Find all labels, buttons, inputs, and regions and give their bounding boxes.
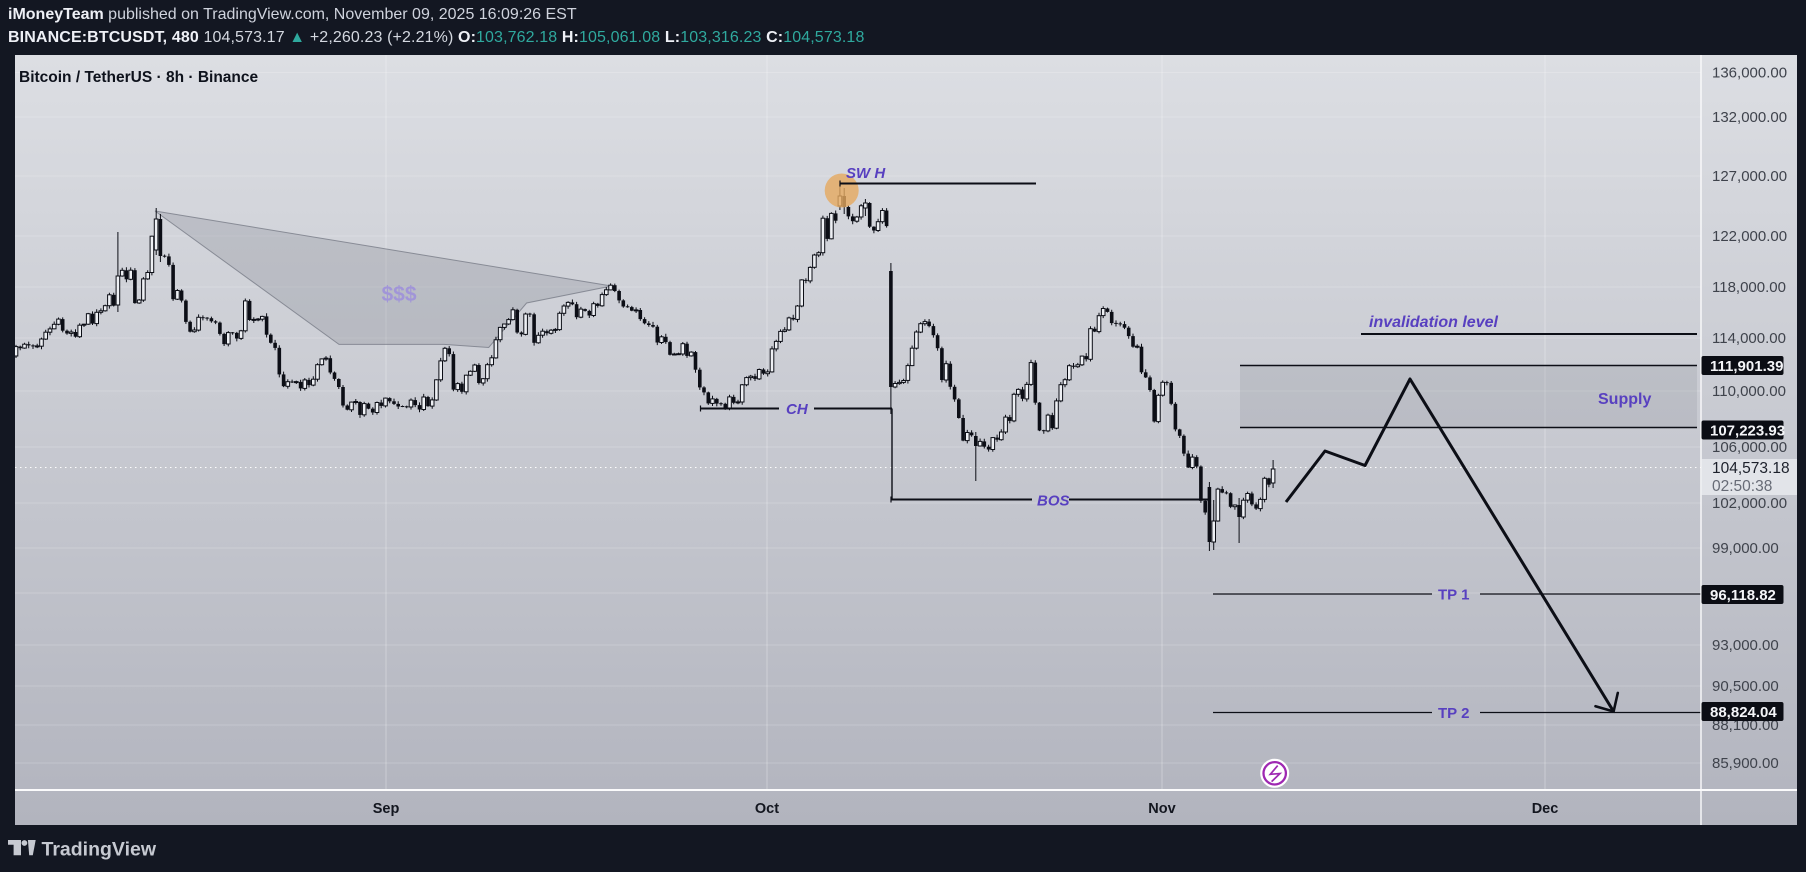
- svg-text:CH: CH: [786, 401, 809, 418]
- svg-text:106,000.00: 106,000.00: [1712, 439, 1787, 456]
- svg-text:122,000.00: 122,000.00: [1712, 228, 1787, 245]
- svg-text:TP 1: TP 1: [1438, 587, 1469, 604]
- svg-text:127,000.00: 127,000.00: [1712, 168, 1787, 185]
- svg-text:111,901.39: 111,901.39: [1710, 358, 1783, 375]
- svg-text:02:50:38: 02:50:38: [1712, 478, 1772, 495]
- svg-text:SW H: SW H: [846, 165, 886, 182]
- svg-text:114,000.00: 114,000.00: [1712, 330, 1786, 347]
- svg-text:$$$: $$$: [381, 283, 416, 306]
- svg-text:88,100.00: 88,100.00: [1712, 717, 1779, 734]
- svg-text:BOS: BOS: [1037, 493, 1070, 510]
- svg-text:Sep: Sep: [373, 801, 400, 817]
- svg-text:Nov: Nov: [1148, 801, 1175, 817]
- svg-text:93,000.00: 93,000.00: [1712, 637, 1779, 654]
- svg-text:102,000.00: 102,000.00: [1712, 495, 1787, 512]
- svg-text:invalidation level: invalidation level: [1369, 314, 1498, 331]
- svg-text:Supply: Supply: [1598, 391, 1651, 408]
- svg-text:Oct: Oct: [755, 801, 779, 817]
- svg-text:TradingView: TradingView: [42, 840, 157, 861]
- svg-text:Bitcoin / TetherUS · 8h · Bina: Bitcoin / TetherUS · 8h · Binance: [19, 69, 259, 86]
- svg-text:Dec: Dec: [1532, 801, 1559, 817]
- svg-text:132,000.00: 132,000.00: [1712, 109, 1787, 126]
- svg-text:136,000.00: 136,000.00: [1712, 65, 1787, 82]
- svg-text:90,500.00: 90,500.00: [1712, 678, 1779, 695]
- svg-text:104,573.18: 104,573.18: [1712, 460, 1790, 477]
- svg-text:85,900.00: 85,900.00: [1712, 755, 1779, 772]
- svg-text:88,824.04: 88,824.04: [1710, 704, 1777, 721]
- svg-text:TP 2: TP 2: [1438, 705, 1469, 722]
- svg-text:110,000.00: 110,000.00: [1712, 383, 1786, 400]
- svg-text:118,000.00: 118,000.00: [1712, 279, 1786, 296]
- svg-text:107,223.93: 107,223.93: [1710, 422, 1785, 439]
- svg-text:99,000.00: 99,000.00: [1712, 540, 1779, 557]
- svg-text:96,118.82: 96,118.82: [1710, 587, 1776, 604]
